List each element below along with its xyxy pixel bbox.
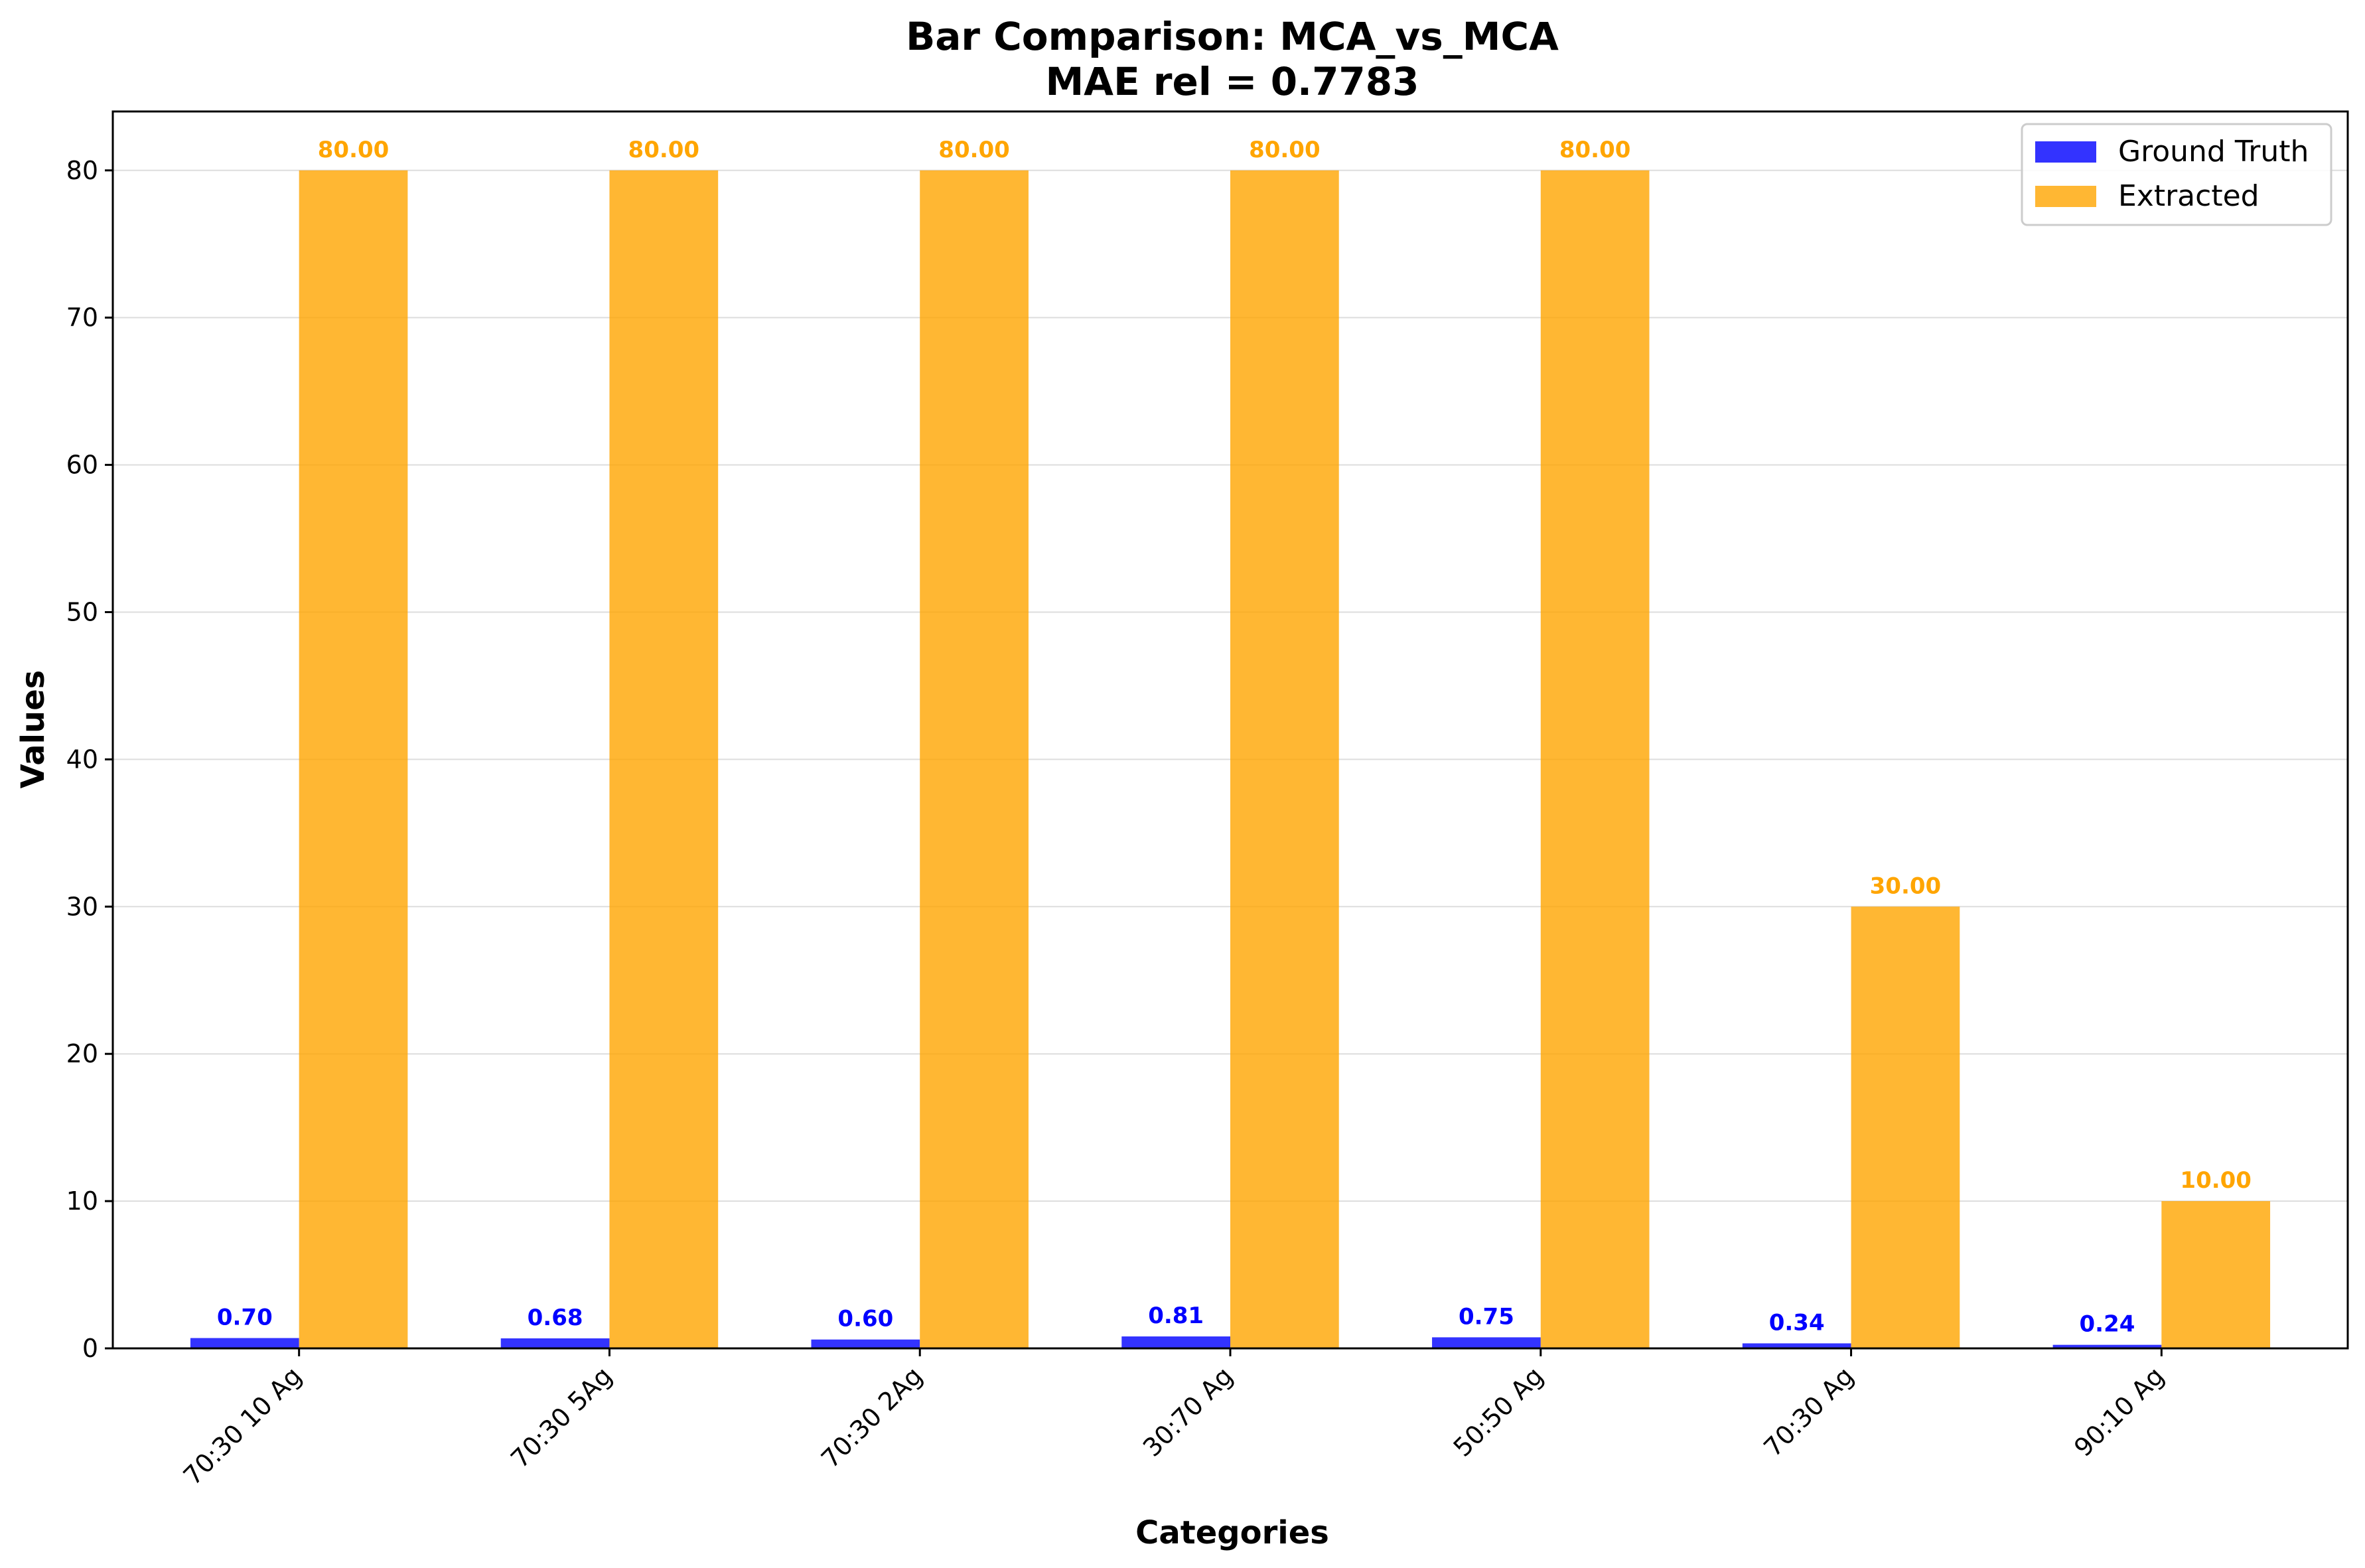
chart-subtitle: MAE rel = 0.7783 bbox=[1045, 59, 1419, 104]
data-label-ground-truth: 0.34 bbox=[1769, 1309, 1825, 1336]
data-label-ground-truth: 0.70 bbox=[217, 1304, 273, 1330]
chart-title: Bar Comparison: MCA_vs_MCA bbox=[906, 14, 1559, 59]
y-tick-label: 50 bbox=[66, 597, 98, 626]
bar-extracted bbox=[2161, 1201, 2271, 1348]
y-tick-label: 80 bbox=[66, 156, 98, 185]
y-axis-title: Values bbox=[15, 670, 52, 789]
y-tick-label: 60 bbox=[66, 451, 98, 480]
data-label-ground-truth: 0.60 bbox=[837, 1306, 893, 1332]
bar-extracted bbox=[1540, 170, 1650, 1348]
bar-ground-truth bbox=[1432, 1337, 1541, 1348]
data-label-extracted: 80.00 bbox=[628, 137, 700, 163]
bar-ground-truth bbox=[500, 1338, 610, 1348]
data-label-ground-truth: 0.75 bbox=[1459, 1303, 1514, 1330]
bar-extracted bbox=[609, 170, 719, 1348]
data-label-extracted: 30.00 bbox=[1870, 873, 1942, 899]
legend-label: Extracted bbox=[2118, 179, 2259, 213]
bar-extracted bbox=[1230, 170, 1339, 1348]
x-axis-title: Categories bbox=[1135, 1514, 1329, 1551]
bar-extracted bbox=[920, 170, 1029, 1348]
legend-box bbox=[2021, 123, 2332, 226]
bar-ground-truth bbox=[190, 1338, 299, 1348]
bar-ground-truth bbox=[811, 1339, 920, 1348]
data-label-ground-truth: 0.81 bbox=[1148, 1303, 1204, 1329]
y-tick-label: 30 bbox=[66, 892, 98, 921]
data-label-extracted: 80.00 bbox=[1249, 137, 1321, 163]
data-label-extracted: 80.00 bbox=[318, 137, 390, 163]
bar-ground-truth bbox=[1742, 1343, 1851, 1348]
data-label-extracted: 80.00 bbox=[938, 137, 1010, 163]
data-label-ground-truth: 0.24 bbox=[2080, 1311, 2135, 1338]
y-axis: 0 10 20 30 40 50 60 70 80 bbox=[66, 156, 113, 1363]
data-label-extracted: 10.00 bbox=[2180, 1167, 2252, 1194]
data-labels: 0.70 80.00 0.68 80.00 0.60 80.00 0.81 80.00 0.75… bbox=[217, 137, 2252, 1338]
y-tick-label: 20 bbox=[66, 1039, 98, 1068]
y-tick-label: 40 bbox=[66, 745, 98, 774]
y-tick-label: 0 bbox=[82, 1334, 98, 1363]
legend-swatch bbox=[2035, 186, 2096, 207]
bars bbox=[190, 170, 2271, 1348]
y-tick-label: 70 bbox=[66, 303, 98, 332]
legend-label: Ground Truth bbox=[2118, 135, 2309, 169]
legend-swatch bbox=[2035, 141, 2096, 163]
legend: Ground Truth Extracted bbox=[2021, 123, 2332, 226]
bar-extracted bbox=[299, 170, 408, 1348]
data-label-extracted: 80.00 bbox=[1559, 137, 1631, 163]
bar-ground-truth bbox=[1121, 1336, 1230, 1348]
y-tick-label: 10 bbox=[66, 1186, 98, 1216]
data-label-ground-truth: 0.68 bbox=[528, 1305, 583, 1331]
bar-ground-truth bbox=[2052, 1344, 2162, 1348]
bar-extracted bbox=[1851, 906, 1960, 1348]
